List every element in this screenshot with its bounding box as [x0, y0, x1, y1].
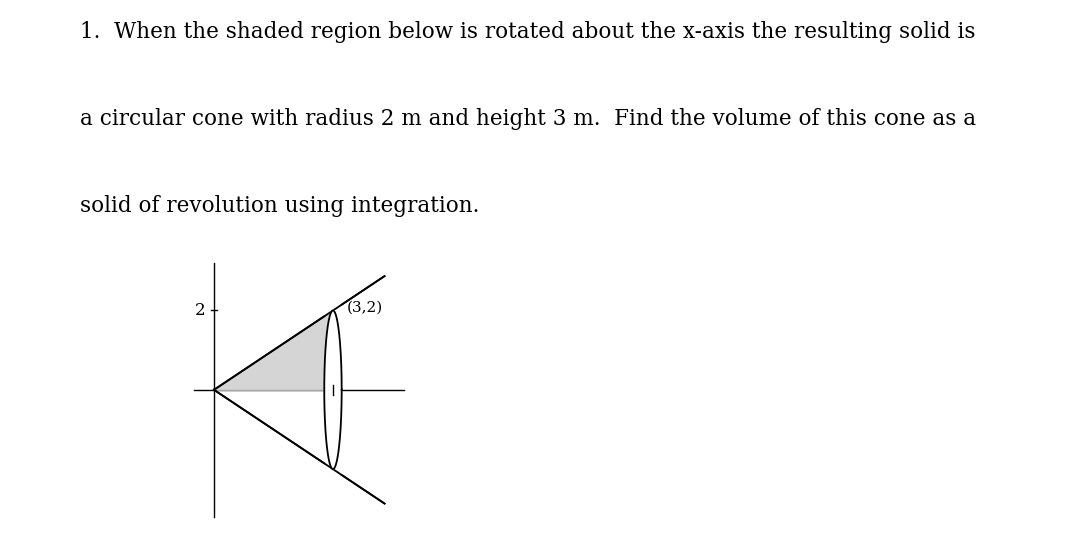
Polygon shape: [214, 310, 332, 390]
Text: 2: 2: [195, 302, 205, 319]
Text: a circular cone with radius 2 m and height 3 m.  Find the volume of this cone as: a circular cone with radius 2 m and heig…: [80, 108, 976, 130]
Text: (3,2): (3,2): [347, 301, 383, 315]
Polygon shape: [324, 310, 341, 469]
Text: 1.  When the shaded region below is rotated about the x-axis the resulting solid: 1. When the shaded region below is rotat…: [80, 20, 976, 43]
Text: solid of revolution using integration.: solid of revolution using integration.: [80, 195, 479, 217]
Text: 3: 3: [329, 401, 340, 418]
